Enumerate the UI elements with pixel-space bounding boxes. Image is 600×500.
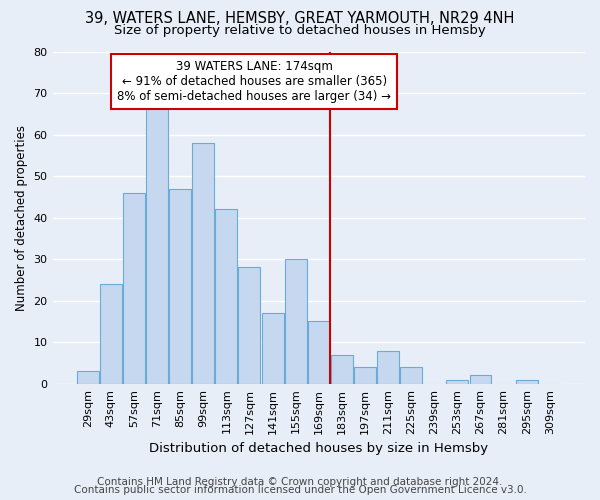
Bar bbox=[215, 210, 238, 384]
Bar bbox=[308, 322, 330, 384]
Bar bbox=[331, 354, 353, 384]
Bar bbox=[377, 350, 399, 384]
Bar bbox=[238, 268, 260, 384]
Text: 39, WATERS LANE, HEMSBY, GREAT YARMOUTH, NR29 4NH: 39, WATERS LANE, HEMSBY, GREAT YARMOUTH,… bbox=[85, 11, 515, 26]
Bar bbox=[354, 367, 376, 384]
Bar bbox=[169, 188, 191, 384]
X-axis label: Distribution of detached houses by size in Hemsby: Distribution of detached houses by size … bbox=[149, 442, 488, 455]
Text: 39 WATERS LANE: 174sqm
← 91% of detached houses are smaller (365)
8% of semi-det: 39 WATERS LANE: 174sqm ← 91% of detached… bbox=[117, 60, 391, 103]
Bar bbox=[146, 106, 168, 384]
Y-axis label: Number of detached properties: Number of detached properties bbox=[15, 124, 28, 310]
Bar bbox=[123, 192, 145, 384]
Bar bbox=[470, 376, 491, 384]
Bar bbox=[516, 380, 538, 384]
Text: Contains public sector information licensed under the Open Government Licence v3: Contains public sector information licen… bbox=[74, 485, 526, 495]
Text: Contains HM Land Registry data © Crown copyright and database right 2024.: Contains HM Land Registry data © Crown c… bbox=[97, 477, 503, 487]
Bar bbox=[100, 284, 122, 384]
Text: Size of property relative to detached houses in Hemsby: Size of property relative to detached ho… bbox=[114, 24, 486, 37]
Bar bbox=[446, 380, 469, 384]
Bar bbox=[400, 367, 422, 384]
Bar bbox=[262, 313, 284, 384]
Bar bbox=[192, 143, 214, 384]
Bar bbox=[77, 372, 98, 384]
Bar bbox=[284, 259, 307, 384]
